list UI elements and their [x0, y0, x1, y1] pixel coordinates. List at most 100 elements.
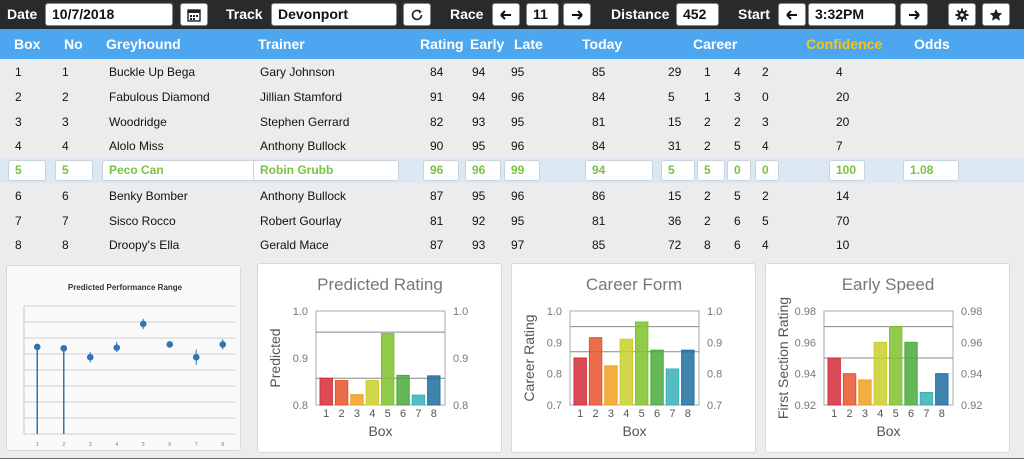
- col-today[interactable]: Today: [582, 36, 623, 52]
- y-tick-label-right: 0.92: [961, 400, 982, 412]
- calendar-button[interactable]: [180, 3, 208, 26]
- cell-early: 92: [472, 213, 486, 228]
- refresh-button[interactable]: [403, 3, 431, 26]
- cell-c3: 3: [734, 89, 741, 104]
- x-tick-label: 8: [939, 408, 945, 420]
- cell-c3: 4: [734, 65, 741, 79]
- cell-greyhound: Fabulous Diamond: [109, 89, 210, 104]
- col-late[interactable]: Late: [514, 36, 543, 52]
- x-axis-label: Box: [368, 423, 392, 439]
- cell-greyhound: Peco Can: [102, 160, 284, 181]
- data-point: [86, 353, 94, 361]
- x-tick-label: 4: [369, 408, 375, 420]
- start-prev-button[interactable]: [778, 3, 806, 26]
- cell-greyhound: Benky Bomber: [109, 188, 188, 203]
- cell-trainer: Robert Gourlay: [260, 213, 342, 228]
- performance-range-chart: Predicted Performance Range 1 2 3 4 5 6 7 8: [23, 283, 236, 448]
- y-axis-label: Career Rating: [521, 314, 537, 401]
- cell-today: 94: [585, 160, 653, 181]
- race-label: Race: [450, 6, 484, 22]
- cell-early: 95: [472, 139, 486, 154]
- cell-c2: 2: [704, 188, 711, 203]
- table-row[interactable]: 1 1 Buckle Up Bega Gary Johnson 84 94 95 85 29 1 4…: [0, 59, 1024, 84]
- bar: [873, 341, 887, 406]
- calendar-icon: [187, 8, 201, 22]
- cell-box: 3: [15, 114, 22, 129]
- table-row[interactable]: 5 5 Peco Can Robin Grubb 96 96 99 94 5 5 0 0 100 1.08: [0, 158, 1024, 183]
- bar: [935, 373, 949, 406]
- x-tick-label: 1: [36, 442, 39, 448]
- cell-box: 4: [15, 139, 22, 154]
- bar: [665, 368, 680, 406]
- cell-c4: 2: [762, 65, 769, 79]
- favorite-button[interactable]: [982, 3, 1010, 26]
- early-speed-panel: Early Speed 0.92 0.92 0.94 0.94 0.96 0.96 0.98 0…: [765, 263, 1010, 453]
- x-tick-label: 1: [323, 408, 329, 420]
- col-box[interactable]: Box: [14, 36, 41, 52]
- x-tick-label: 8: [431, 408, 437, 420]
- bar: [842, 373, 857, 406]
- race-input[interactable]: 11: [526, 3, 559, 26]
- table-row[interactable]: 7 7 Sisco Rocco Robert Gourlay 81 92 95 81 36 2 6 5…: [0, 208, 1024, 233]
- table-row[interactable]: 8 8 Droopy's Ella Gerald Mace 87 93 97 85 72 8 6 4 1…: [0, 232, 1024, 257]
- settings-button[interactable]: [948, 3, 976, 26]
- cell-greyhound: Woodridge: [109, 114, 167, 129]
- data-point: [60, 344, 68, 352]
- table-row[interactable]: 3 3 Woodridge Stephen Gerrard 82 93 95 81 15 2 2 3 2…: [0, 109, 1024, 134]
- start-next-button[interactable]: [900, 3, 928, 26]
- cell-c3: 0: [727, 160, 751, 181]
- table-row[interactable]: 6 6 Benky Bomber Anthony Bullock 87 95 96 86 15 2…: [0, 183, 1024, 208]
- cell-confidence: 20: [836, 89, 850, 104]
- date-input[interactable]: 10/7/2018: [45, 3, 173, 26]
- table-row[interactable]: 2 2 Fabulous Diamond Jillian Stamford 91 94 96…: [0, 84, 1024, 109]
- x-tick-label: 7: [923, 408, 929, 420]
- cell-greyhound: Buckle Up Bega: [109, 65, 196, 79]
- cell-box: 2: [15, 89, 22, 104]
- data-point: [113, 344, 121, 352]
- bar: [350, 394, 364, 406]
- table-row[interactable]: 4 4 Alolo Miss Anthony Bullock 90 95 96 84 31 2 5 4…: [0, 133, 1024, 158]
- track-label: Track: [226, 6, 263, 22]
- col-odds[interactable]: Odds: [914, 36, 950, 52]
- cell-late: 99: [504, 160, 540, 181]
- cell-c4: 3: [762, 114, 769, 129]
- col-trainer[interactable]: Trainer: [258, 36, 305, 52]
- toolbar: Date 10/7/2018 Track Devonport Race 11 D…: [0, 0, 1024, 29]
- data-point: [166, 341, 174, 348]
- col-rating[interactable]: Rating: [420, 36, 464, 52]
- bar: [365, 380, 379, 406]
- race-next-button[interactable]: [563, 3, 591, 26]
- y-axis-label: Predicted: [267, 328, 283, 387]
- cell-no: 5: [55, 160, 93, 181]
- cell-c2: 2: [704, 139, 711, 154]
- cell-no: 1: [62, 65, 69, 79]
- cell-c3: 6: [734, 238, 741, 253]
- cell-c2: 1: [704, 65, 711, 79]
- y-tick-label: 0.7: [547, 400, 562, 412]
- cell-late: 96: [511, 188, 525, 203]
- y-tick-label-right: 1.0: [707, 306, 722, 318]
- track-input[interactable]: Devonport: [271, 3, 397, 26]
- col-confidence[interactable]: Confidence: [806, 36, 883, 52]
- y-tick-label: 1.0: [547, 306, 562, 318]
- race-prev-button[interactable]: [492, 3, 520, 26]
- col-greyhound[interactable]: Greyhound: [106, 36, 181, 52]
- col-career[interactable]: Career: [693, 36, 738, 52]
- cell-late: 95: [511, 213, 525, 228]
- cell-c4: 0: [762, 89, 769, 104]
- x-tick-label: 7: [195, 442, 198, 448]
- cell-late: 97: [511, 238, 525, 253]
- y-tick-label-right: 0.96: [961, 337, 982, 349]
- cell-rating: 91: [430, 89, 444, 104]
- y-tick-label: 0.96: [795, 337, 816, 349]
- distance-input[interactable]: 452: [676, 3, 719, 26]
- star-icon: [989, 8, 1003, 21]
- cell-box: 5: [8, 160, 46, 181]
- col-no[interactable]: No: [64, 36, 83, 52]
- bar: [619, 338, 633, 406]
- cell-c4: 4: [762, 139, 769, 154]
- col-early[interactable]: Early: [470, 36, 505, 52]
- start-time-input[interactable]: 3:32PM: [808, 3, 896, 26]
- cell-no: 4: [62, 139, 69, 154]
- arrow-right-icon: [909, 9, 920, 20]
